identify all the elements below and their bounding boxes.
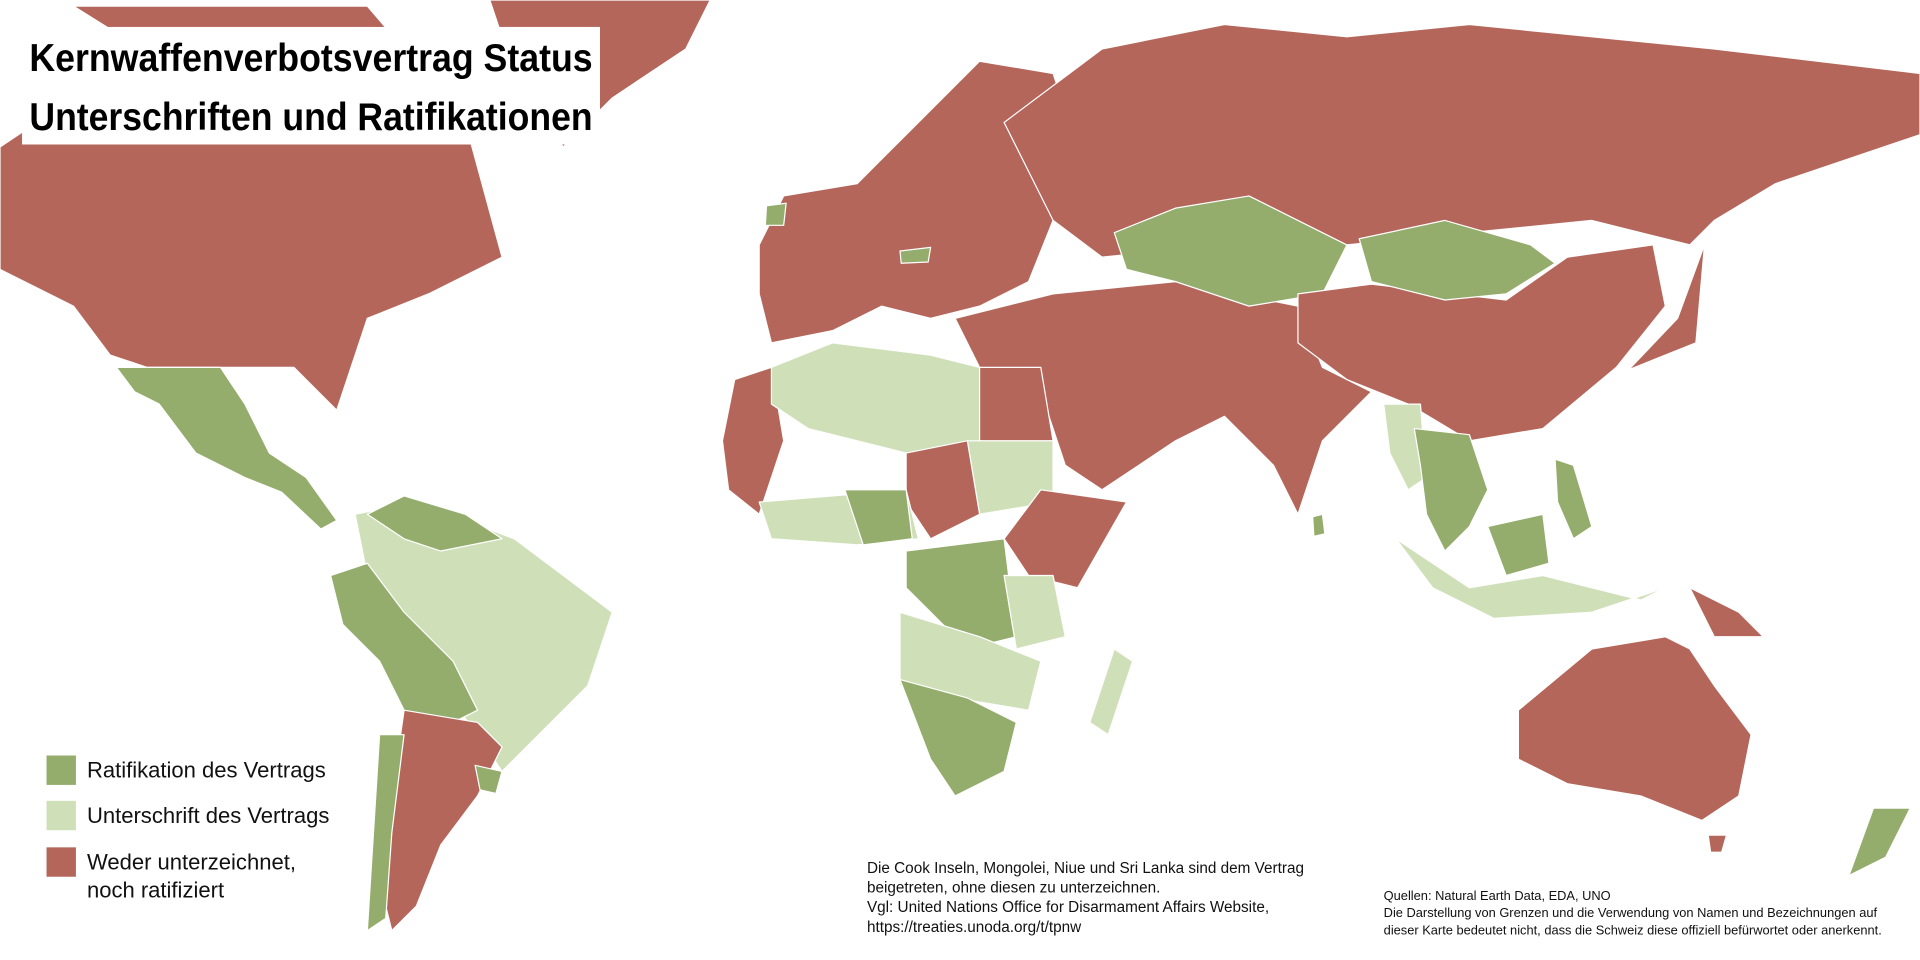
sri-lanka [1312, 513, 1326, 537]
myanmar [1383, 403, 1428, 491]
venezuela-guyana [366, 495, 503, 552]
title: Unterschriften und Ratifikationen [29, 96, 592, 139]
note: beigetreten, ohne diesen zu unterzeichne… [867, 880, 1160, 897]
europe [758, 60, 1079, 344]
chad [905, 440, 981, 540]
legend-label: Unterschrift des Vertrags [87, 803, 329, 828]
madagascar [1089, 648, 1134, 736]
indonesia [1395, 538, 1666, 619]
tasmania [1707, 834, 1728, 853]
egypt [978, 366, 1054, 442]
new-zealand [1848, 807, 1911, 877]
austria [899, 246, 932, 264]
mexico-central-america [115, 366, 338, 530]
note: Die Cook Inseln, Mongolei, Niue und Sri … [867, 860, 1304, 877]
legend-swatch [46, 755, 76, 785]
legend-label: noch ratifiziert [87, 878, 224, 903]
legend-label: Ratifikation des Vertrags [87, 758, 326, 783]
title-box [22, 26, 600, 145]
mongolia [1358, 219, 1556, 301]
title: Kernwaffenverbotsvertrag Status [29, 37, 592, 80]
nigeria [844, 489, 913, 546]
chile [366, 734, 405, 932]
uruguay [474, 764, 503, 795]
papua-new-guinea [1689, 587, 1764, 638]
legend-swatch [46, 800, 76, 831]
southeast-asia [1413, 427, 1489, 552]
china [1297, 244, 1666, 442]
ireland [764, 202, 787, 226]
kazakhstan [1113, 195, 1348, 307]
sources: Quellen: Natural Earth Data, EDA, UNO [1384, 888, 1611, 903]
japan [1627, 244, 1706, 371]
angola-zambia [899, 611, 1042, 711]
philippines [1554, 458, 1593, 540]
sources: Die Darstellung von Grenzen und die Verw… [1384, 905, 1878, 920]
note: Vgl: United Nations Office for Disarmame… [867, 899, 1269, 916]
borneo [1487, 513, 1550, 577]
tanzania [1003, 574, 1066, 650]
legend-swatch [46, 847, 76, 877]
southern-africa [899, 678, 1017, 797]
legend-label: Weder unterzeichnet, [87, 849, 296, 874]
sources: dieser Karte bedeutet nicht, dass die Sc… [1384, 922, 1882, 937]
note: https://treaties.unoda.org/t/tpnw [867, 919, 1082, 936]
australia [1517, 636, 1752, 822]
algeria-libya [770, 342, 981, 454]
